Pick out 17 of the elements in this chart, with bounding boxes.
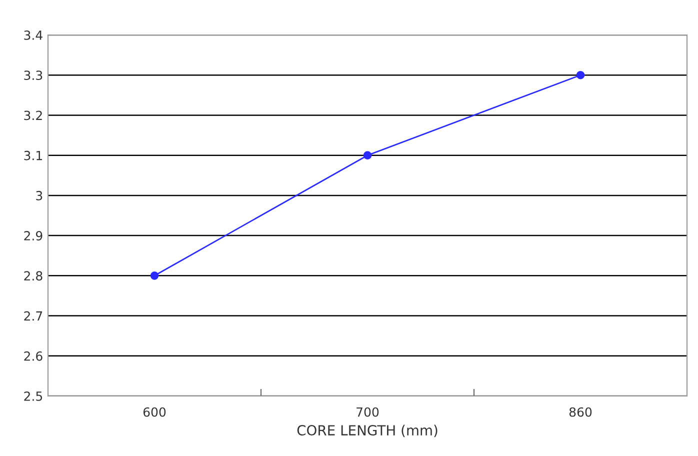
y-tick-label: 3 (36, 190, 42, 200)
x-tick-label: 600 (143, 407, 166, 417)
y-tick-label: 3.1 (24, 150, 42, 160)
y-tick-label: 3.2 (24, 110, 42, 120)
y-tick-label: 2.7 (24, 311, 42, 321)
y-tick-label: 3.3 (24, 70, 42, 80)
point (576, 70, 585, 80)
x-axis-title: CORE LENGTH (mm) (297, 424, 438, 438)
y-tick-label: 2.5 (24, 391, 42, 401)
y-tick-label: 2.8 (24, 271, 42, 281)
y-tick-label: 3.4 (24, 30, 42, 40)
y-tick-label: 2.9 (24, 231, 42, 240)
y-tick-label: 2.6 (24, 351, 42, 361)
x-tick-label: 860 (569, 407, 592, 417)
point (363, 151, 372, 160)
x-tick-label: 700 (356, 407, 379, 417)
point (150, 272, 159, 280)
